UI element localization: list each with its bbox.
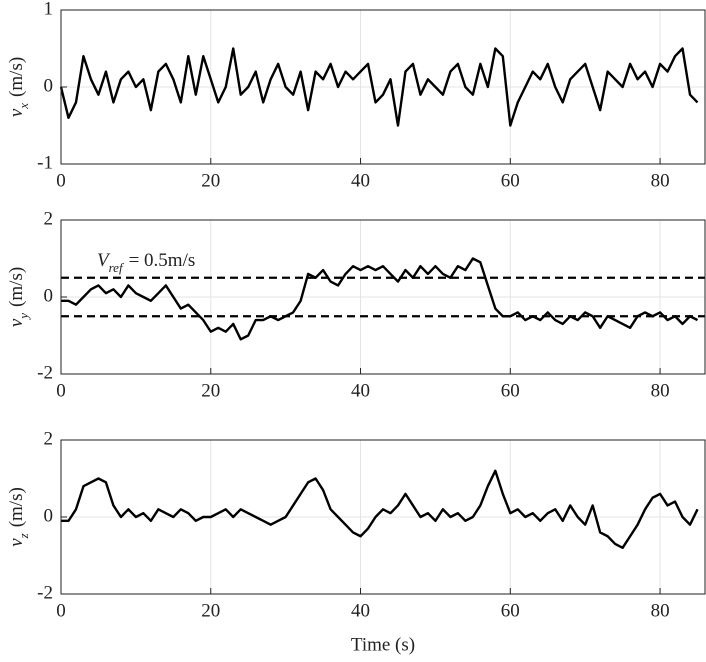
- x-tick-label: 40: [351, 380, 370, 401]
- data-line: [59, 47, 699, 127]
- y-tick-label: 1: [44, 0, 54, 19]
- axes-box: [60, 9, 706, 165]
- y-tick-label: -2: [37, 582, 53, 603]
- label-text: (m/s): [6, 487, 27, 527]
- x-tick-label: 0: [56, 600, 66, 621]
- y-tick-label: 0: [44, 285, 54, 306]
- x-tick-label: 0: [56, 380, 66, 401]
- x-tick-label: 20: [201, 170, 220, 191]
- x-tick-label: 80: [651, 380, 670, 401]
- x-tick-label: 20: [201, 600, 220, 621]
- y-tick-label: 2: [44, 208, 54, 229]
- x-tick-label: 60: [501, 380, 520, 401]
- symbol: v: [6, 538, 27, 547]
- data-line: [61, 469, 699, 549]
- annotation: Vref = 0.5m/s: [97, 250, 195, 275]
- axes-box: [60, 219, 706, 375]
- x-tick-label: 60: [501, 600, 520, 621]
- y-tick-label: 2: [44, 428, 54, 449]
- subscript: x: [16, 103, 31, 110]
- y-axis-label: vx (m/s): [6, 57, 31, 117]
- symbol: v: [6, 108, 27, 117]
- x-tick-label: 0: [56, 170, 66, 191]
- symbol: v: [6, 318, 27, 327]
- x-axis-label: Time (s): [351, 634, 415, 655]
- x-tick-label: 80: [651, 170, 670, 191]
- subscript: ref: [109, 260, 125, 275]
- subscript: z: [16, 533, 31, 539]
- axes-box: [60, 439, 706, 595]
- label-text: (m/s): [6, 57, 27, 97]
- subscript: y: [16, 313, 31, 321]
- y-tick-label: 0: [44, 505, 54, 526]
- y-tick-label: -2: [37, 362, 53, 383]
- x-tick-label: 40: [351, 600, 370, 621]
- y-tick-label: -1: [37, 152, 53, 173]
- symbol: V: [97, 250, 111, 271]
- x-tick-label: 40: [351, 170, 370, 191]
- label-text: = 0.5m/s: [129, 250, 196, 271]
- label-text: (m/s): [6, 267, 27, 307]
- x-tick-label: 80: [651, 600, 670, 621]
- y-axis-label: vy (m/s): [6, 267, 31, 327]
- y-tick-label: 0: [44, 75, 54, 96]
- x-tick-label: 60: [501, 170, 520, 191]
- x-tick-label: 20: [201, 380, 220, 401]
- data-line: [61, 257, 699, 341]
- y-axis-label: vz (m/s): [6, 487, 31, 547]
